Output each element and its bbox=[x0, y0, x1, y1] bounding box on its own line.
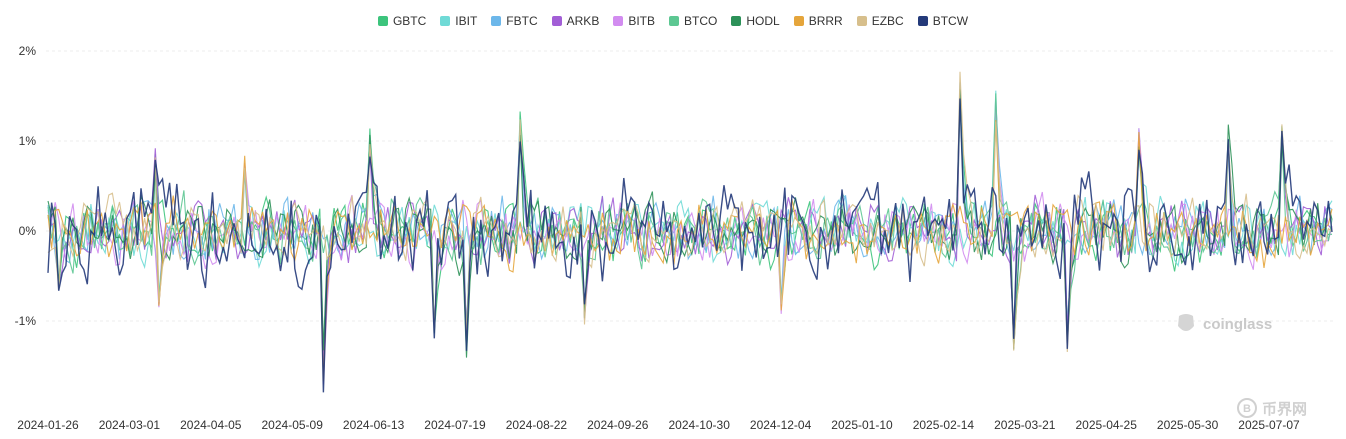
legend-swatch bbox=[731, 16, 742, 26]
x-tick-label: 2025-03-21 bbox=[994, 418, 1056, 432]
legend-item-gbtc[interactable]: GBTC bbox=[377, 14, 427, 28]
legend-item-btcw[interactable]: BTCW bbox=[917, 14, 969, 28]
coinglass-logo-icon bbox=[1178, 314, 1194, 331]
legend-swatch bbox=[551, 16, 562, 26]
legend-label: EZBC bbox=[871, 14, 904, 28]
legend-label: BTCW bbox=[932, 14, 969, 28]
x-tick-label: 2025-02-14 bbox=[913, 418, 975, 432]
legend-item-ezbc[interactable]: EZBC bbox=[856, 14, 904, 28]
legend-item-fbtc[interactable]: FBTC bbox=[491, 14, 538, 28]
legend-item-bitb[interactable]: BITB bbox=[613, 14, 655, 28]
x-tick-label: 2025-07-07 bbox=[1238, 418, 1300, 432]
legend-swatch bbox=[613, 16, 624, 26]
series-line-btcw bbox=[47, 98, 1333, 393]
series-line-ezbc bbox=[47, 71, 1333, 353]
coinglass-watermark: coinglass bbox=[1175, 312, 1272, 336]
x-tick-label: 2024-10-30 bbox=[669, 418, 731, 432]
x-tick-label: 2024-05-09 bbox=[262, 418, 324, 432]
x-tick-label: 2024-12-04 bbox=[750, 418, 812, 432]
x-tick-label: 2024-01-26 bbox=[17, 418, 79, 432]
legend-label: FBTC bbox=[506, 14, 538, 28]
site-watermark: B 币界网 bbox=[1236, 397, 1307, 419]
legend-label: IBIT bbox=[455, 14, 478, 28]
legend-swatch bbox=[669, 16, 679, 26]
legend-label: BRRR bbox=[808, 14, 843, 28]
legend-item-btco[interactable]: BTCO bbox=[669, 14, 717, 28]
legend-swatch bbox=[491, 16, 502, 26]
x-tick-label: 2025-05-30 bbox=[1157, 418, 1219, 432]
x-tick-label: 2025-01-10 bbox=[831, 418, 893, 432]
x-tick-label: 2024-04-05 bbox=[180, 418, 242, 432]
y-tick-label: 1% bbox=[19, 134, 37, 148]
x-tick-label: 2025-04-25 bbox=[1076, 418, 1138, 432]
x-tick-label: 2024-08-22 bbox=[506, 418, 568, 432]
legend-item-brrr[interactable]: BRRR bbox=[793, 14, 843, 28]
site-brand: 币界网 bbox=[1262, 400, 1308, 418]
x-tick-label: 2024-09-26 bbox=[587, 418, 649, 432]
coin-logo-icon: B bbox=[1237, 398, 1257, 418]
y-tick-label: 2% bbox=[19, 44, 37, 58]
coinglass-brand: coinglass bbox=[1203, 315, 1273, 333]
legend-label: BITB bbox=[628, 14, 655, 28]
legend-swatch bbox=[377, 16, 388, 26]
legend-label: BTCO bbox=[684, 14, 718, 28]
y-tick-label: -1% bbox=[15, 314, 37, 328]
legend-swatch bbox=[856, 16, 867, 26]
legend-item-arkb[interactable]: ARKB bbox=[551, 14, 600, 28]
legend-label: HODL bbox=[746, 14, 780, 28]
x-tick-label: 2024-06-13 bbox=[343, 418, 405, 432]
chart-legend: GBTC IBIT FBTC ARKB BITB BTCO HODL BRRR EZBC BTCW bbox=[0, 14, 1346, 28]
legend-swatch bbox=[917, 16, 928, 26]
y-tick-label: 0% bbox=[19, 224, 37, 238]
series-line-fbtc bbox=[47, 82, 1333, 341]
legend-label: GBTC bbox=[392, 14, 427, 28]
x-tick-label: 2024-03-01 bbox=[99, 418, 161, 432]
x-tick-label: 2024-07-19 bbox=[424, 418, 486, 432]
legend-swatch bbox=[793, 16, 804, 26]
legend-swatch bbox=[440, 16, 451, 26]
svg-text:B: B bbox=[1243, 403, 1251, 415]
legend-label: ARKB bbox=[566, 14, 600, 28]
legend-item-hodl[interactable]: HODL bbox=[731, 14, 780, 28]
legend-item-ibit[interactable]: IBIT bbox=[440, 14, 477, 28]
